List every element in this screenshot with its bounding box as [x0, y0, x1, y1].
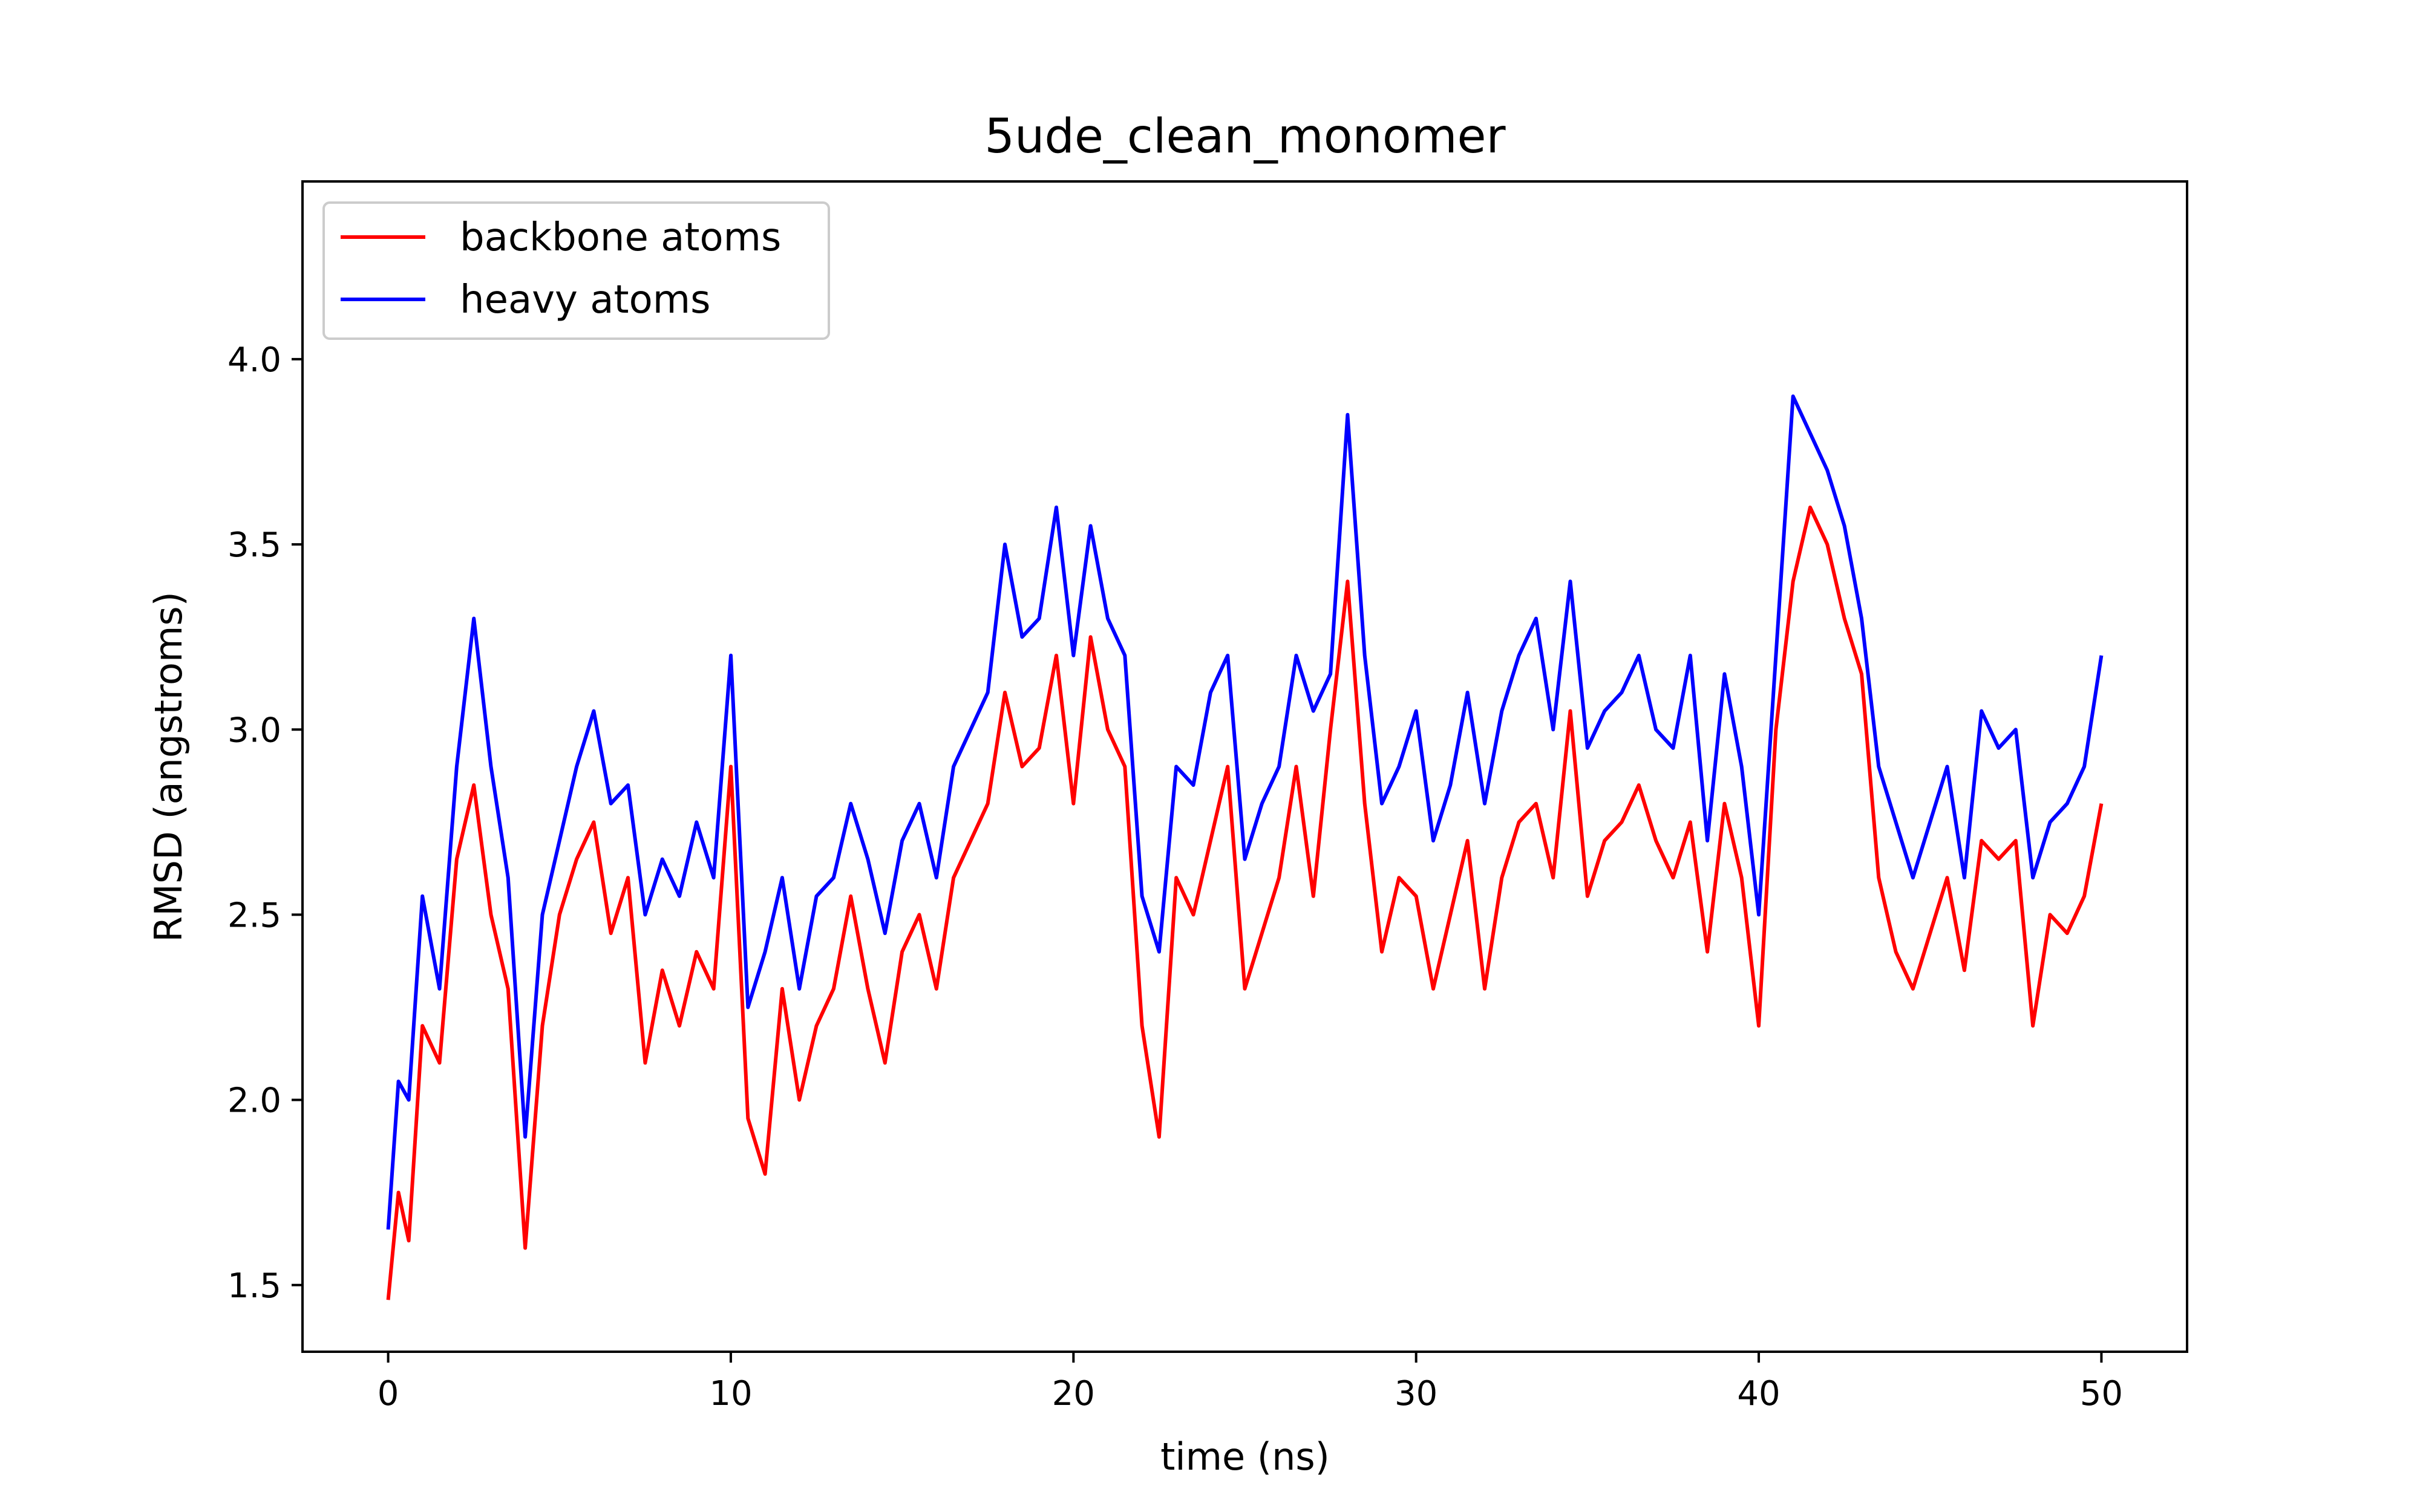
x-axis-label: time (ns) [1160, 1435, 1330, 1479]
y-tick-label: 1.5 [227, 1266, 281, 1306]
x-tick-label: 40 [1737, 1374, 1780, 1413]
y-tick-label: 3.0 [227, 711, 281, 750]
y-tick-label: 2.5 [227, 896, 281, 935]
y-tick-label: 4.0 [227, 341, 281, 380]
x-tick-label: 0 [378, 1374, 399, 1413]
series-line-backbone-atoms [386, 505, 2104, 1300]
x-tick-label: 10 [709, 1374, 752, 1413]
x-tick-label: 20 [1052, 1374, 1095, 1413]
plot-lines [386, 394, 2104, 1300]
y-tick-label: 2.0 [227, 1081, 281, 1121]
x-tick-label: 30 [1395, 1374, 1437, 1413]
legend-label-heavy: heavy atoms [460, 278, 710, 322]
legend-label-backbone: backbone atoms [460, 215, 781, 260]
x-tick-label: 50 [2080, 1374, 2123, 1413]
x-axis: 0 10 20 30 40 50 [378, 1352, 2123, 1413]
y-axis-label: RMSD (angstroms) [146, 591, 191, 942]
plot-frame [301, 180, 2188, 1353]
legend-box [322, 201, 830, 340]
series-line-heavy-atoms [386, 394, 2104, 1230]
y-axis: 1.5 2.0 2.5 3.0 3.5 4.0 [227, 341, 302, 1306]
chart-title: 5ude_clean_monomer [984, 109, 1506, 164]
legend: backbone atoms heavy atoms [322, 201, 830, 340]
y-tick-label: 3.5 [227, 526, 281, 565]
